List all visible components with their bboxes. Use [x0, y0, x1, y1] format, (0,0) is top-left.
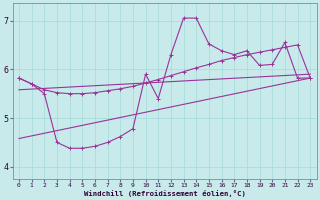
X-axis label: Windchill (Refroidissement éolien,°C): Windchill (Refroidissement éolien,°C): [84, 190, 245, 197]
